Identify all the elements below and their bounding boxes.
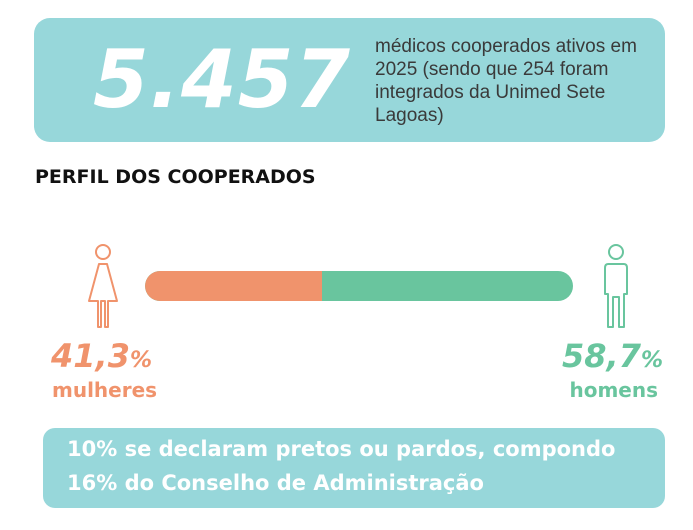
cooperados-count: 5.457 — [93, 33, 352, 126]
stat-card — [34, 18, 665, 142]
female-share-bar — [145, 271, 322, 301]
footnote-line-2: 16% do Conselho de Administração — [67, 471, 484, 495]
section-title: PERFIL DOS COOPERADOS — [35, 166, 316, 188]
female-label: mulheres — [52, 378, 158, 402]
footnote-text: 10% se declaram pretos ou pardos, compon… — [67, 432, 657, 500]
female-percentage: 41,3% — [51, 337, 152, 375]
male-label: homens — [569, 378, 658, 402]
gender-ratio-bar — [145, 271, 573, 301]
female-person-icon — [86, 243, 120, 333]
footnote-line-1: 10% se declaram pretos ou pardos, compon… — [67, 437, 616, 461]
male-person-icon — [600, 243, 632, 333]
footnote-card — [43, 428, 665, 508]
stat-description: médicos cooperados ativos em 2025 (sendo… — [375, 36, 637, 126]
male-percentage: 58,7% — [562, 337, 663, 375]
